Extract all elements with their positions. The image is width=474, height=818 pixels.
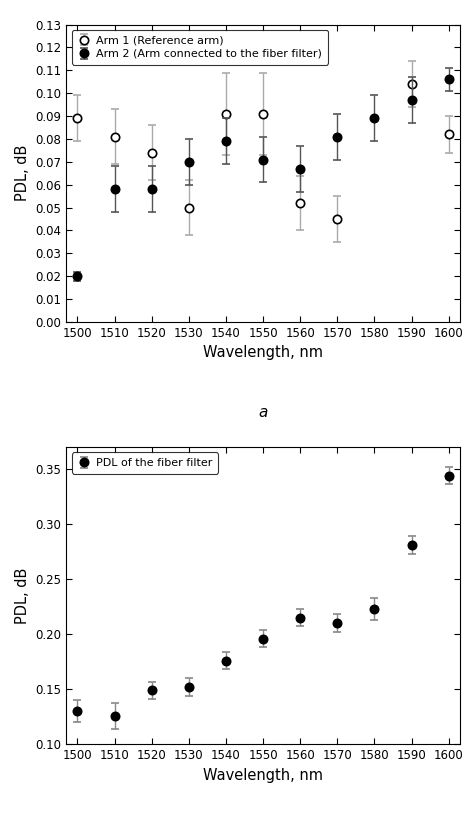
Legend: PDL of the fiber filter: PDL of the fiber filter [72,452,219,474]
Y-axis label: PDL, dB: PDL, dB [15,568,30,624]
Text: a: a [258,405,268,420]
Y-axis label: PDL, dB: PDL, dB [15,145,30,201]
X-axis label: Wavelength, nm: Wavelength, nm [203,768,323,783]
X-axis label: Wavelength, nm: Wavelength, nm [203,345,323,361]
Legend: Arm 1 (Reference arm), Arm 2 (Arm connected to the fiber filter): Arm 1 (Reference arm), Arm 2 (Arm connec… [72,30,328,65]
